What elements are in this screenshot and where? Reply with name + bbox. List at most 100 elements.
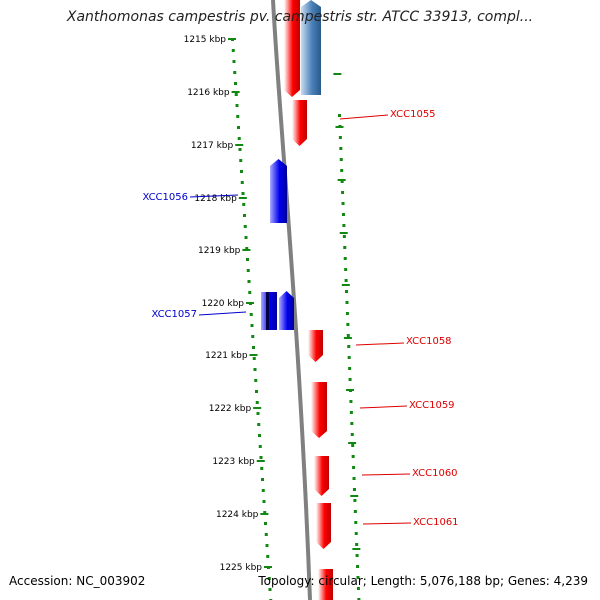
- gene-arrow-xcc1055[interactable]: [292, 100, 307, 146]
- ruler-dot: [356, 587, 360, 590]
- ruler-dot: [268, 588, 272, 591]
- ruler-dot: [267, 577, 271, 580]
- ruler-dot: [340, 169, 344, 172]
- gene-label-xcc1056[interactable]: XCC1056: [142, 192, 188, 203]
- gene-arrow-xcc1056[interactable]: [270, 159, 287, 223]
- ruler-dot: [352, 477, 356, 480]
- ruler-dot: [259, 456, 263, 459]
- ruler-dot: [257, 423, 261, 426]
- ruler-dot: [246, 269, 250, 272]
- ruler-dot: [255, 401, 259, 404]
- ruler-dot: [343, 246, 347, 249]
- ruler-dot: [345, 301, 349, 304]
- ruler-dot: [338, 136, 342, 139]
- gene-stripe: [266, 292, 269, 330]
- ruler-dot: [258, 445, 262, 448]
- ruler-dot: [345, 312, 349, 315]
- ruler-dot: [350, 422, 354, 425]
- ruler-dot: [254, 379, 258, 382]
- gene-arrow-xcc1061[interactable]: [316, 503, 331, 549]
- ruler-dot: [240, 170, 243, 173]
- ruler-dot: [253, 368, 257, 371]
- position-label: 1215 kbp: [184, 35, 227, 45]
- ruler-dot: [348, 367, 352, 370]
- ruler-dot: [341, 213, 345, 216]
- position-label: 1220 kbp: [202, 299, 245, 309]
- ruler-dot: [247, 280, 251, 283]
- ruler-dot: [231, 49, 235, 52]
- ruler-dot: [352, 488, 356, 491]
- ruler-dot: [237, 137, 241, 140]
- ruler-dot: [252, 346, 255, 349]
- ruler-dot: [261, 478, 264, 481]
- ruler-dot: [256, 412, 260, 415]
- gene-label-xcc1055[interactable]: XCC1055: [390, 109, 436, 120]
- gene-block[interactable]: [301, 0, 321, 95]
- gene-label-xcc1061[interactable]: XCC1061: [413, 517, 459, 528]
- ruler-dot: [352, 466, 356, 469]
- accession-text: Accession: NC_003902: [9, 574, 146, 588]
- ruler-dot: [240, 181, 244, 184]
- gene-label-xcc1059[interactable]: XCC1059: [409, 400, 455, 411]
- ruler-dot: [234, 82, 237, 85]
- ruler-dot: [353, 510, 357, 513]
- ruler-dot: [263, 511, 267, 514]
- ruler-dot: [233, 71, 237, 74]
- ruler-dot: [249, 313, 253, 316]
- ruler-dot: [245, 247, 249, 250]
- ruler-dot: [258, 434, 261, 437]
- ruler-dot: [266, 555, 270, 558]
- ruler-dot: [354, 521, 358, 524]
- ruler-dot: [241, 192, 245, 195]
- ruler-dot: [356, 576, 360, 579]
- gene-block[interactable]: [318, 569, 333, 600]
- ruler-dot: [341, 191, 345, 194]
- ruler-dot: [344, 279, 348, 282]
- ruler-dot: [262, 500, 266, 503]
- ruler-dot: [265, 544, 269, 547]
- gene-label-xcc1057[interactable]: XCC1057: [151, 309, 197, 320]
- genome-backbone: [271, 0, 312, 600]
- ruler-dot: [345, 290, 349, 293]
- ruler-dot: [234, 93, 238, 96]
- ruler-dot: [255, 390, 258, 393]
- gene-arrow-reverse[interactable]: [279, 291, 294, 330]
- ruler-dot: [346, 334, 350, 337]
- position-label: 1224 kbp: [216, 510, 259, 520]
- ruler-dot: [243, 214, 246, 217]
- gene-block[interactable]: [284, 0, 300, 97]
- ruler-dot: [348, 378, 352, 381]
- ruler-dot: [242, 203, 246, 206]
- ruler-dot: [349, 400, 353, 403]
- ruler-dot: [239, 159, 243, 162]
- ruler-dot: [356, 565, 360, 568]
- gene-label-xcc1060[interactable]: XCC1060: [412, 468, 458, 479]
- ruler-dot: [236, 115, 240, 118]
- gene-arrow-xcc1059[interactable]: [311, 382, 327, 438]
- position-label: 1219 kbp: [198, 246, 241, 256]
- gene-label-xcc1058[interactable]: XCC1058: [406, 336, 452, 347]
- position-label: 1225 kbp: [220, 563, 263, 573]
- ruler-dot: [238, 148, 242, 151]
- ruler-dot: [347, 345, 351, 348]
- ruler-dot: [251, 335, 255, 338]
- gene-leader-line: [361, 473, 411, 476]
- ruler-dot: [347, 356, 351, 359]
- ruler-dot: [350, 433, 354, 436]
- ruler-dot: [342, 224, 346, 227]
- genome-stats-text: Topology: circular; Length: 5,076,188 bp…: [258, 574, 588, 588]
- ruler-dot: [252, 357, 256, 360]
- ruler-dot: [339, 158, 343, 161]
- gene-leader-line: [198, 311, 247, 316]
- ruler-dot: [248, 291, 252, 294]
- ruler-dot: [243, 225, 247, 228]
- ruler-dot: [250, 324, 254, 327]
- gene-arrow-xcc1060[interactable]: [314, 456, 329, 496]
- ruler-dot: [264, 522, 267, 525]
- ruler-dot: [235, 104, 239, 107]
- ruler-dot: [244, 236, 248, 239]
- position-label: 1221 kbp: [205, 351, 248, 361]
- gene-arrow-xcc1058[interactable]: [308, 330, 323, 362]
